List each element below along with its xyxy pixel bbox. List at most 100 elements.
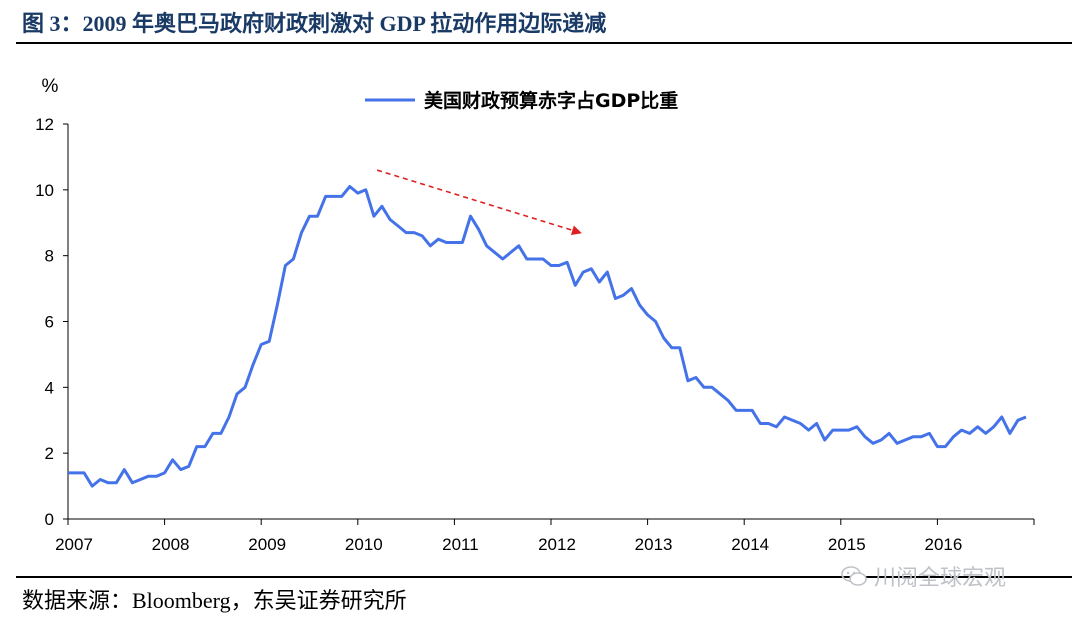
data-point bbox=[944, 445, 947, 448]
data-point bbox=[872, 442, 875, 445]
data-point bbox=[904, 439, 907, 442]
data-point bbox=[284, 264, 287, 267]
data-point bbox=[219, 432, 222, 435]
data-point bbox=[847, 429, 850, 432]
data-point bbox=[477, 228, 480, 231]
bottom-rule bbox=[16, 576, 1072, 578]
y-tick-label: 0 bbox=[45, 510, 54, 529]
data-point bbox=[485, 244, 488, 247]
data-point bbox=[397, 225, 400, 228]
data-point bbox=[195, 445, 198, 448]
data-point bbox=[606, 271, 609, 274]
data-point bbox=[252, 363, 255, 366]
data-point bbox=[791, 419, 794, 422]
data-point bbox=[179, 468, 182, 471]
data-point bbox=[501, 258, 504, 261]
series-line bbox=[68, 185, 1027, 488]
data-point bbox=[461, 241, 464, 244]
data-point bbox=[115, 481, 118, 484]
data-point bbox=[542, 258, 545, 261]
data-point bbox=[928, 432, 931, 435]
data-point bbox=[823, 439, 826, 442]
data-point bbox=[1000, 416, 1003, 419]
y-unit-label: % bbox=[42, 76, 59, 97]
data-point bbox=[211, 432, 214, 435]
data-point bbox=[453, 241, 456, 244]
x-tick-label: 2010 bbox=[345, 535, 383, 554]
data-point bbox=[445, 241, 448, 244]
watermark: 川阅全球宏观 bbox=[840, 560, 1006, 592]
data-point bbox=[380, 205, 383, 208]
data-point bbox=[405, 231, 408, 234]
data-point bbox=[646, 313, 649, 316]
x-tick-label: 2016 bbox=[924, 535, 962, 554]
data-point bbox=[702, 386, 705, 389]
data-point bbox=[888, 432, 891, 435]
data-point bbox=[292, 258, 295, 261]
data-point bbox=[727, 399, 730, 402]
data-point bbox=[598, 281, 601, 284]
data-point bbox=[863, 435, 866, 438]
legend-label: 美国财政预算赤字占GDP比重 bbox=[424, 89, 678, 112]
x-tick-label: 2012 bbox=[538, 535, 576, 554]
data-point bbox=[324, 195, 327, 198]
data-point bbox=[1025, 416, 1028, 419]
data-point bbox=[316, 215, 319, 218]
data-point bbox=[469, 215, 472, 218]
watermark-text: 川阅全球宏观 bbox=[874, 565, 1007, 590]
data-point bbox=[574, 284, 577, 287]
data-point bbox=[91, 485, 94, 488]
data-point bbox=[372, 215, 375, 218]
data-point bbox=[831, 429, 834, 432]
data-point bbox=[783, 416, 786, 419]
x-tick-label: 2013 bbox=[635, 535, 673, 554]
data-point bbox=[678, 346, 681, 349]
data-point bbox=[839, 429, 842, 432]
data-point bbox=[976, 425, 979, 428]
data-point bbox=[630, 287, 633, 290]
x-tick-label: 2015 bbox=[828, 535, 866, 554]
data-point bbox=[429, 244, 432, 247]
data-point bbox=[99, 478, 102, 481]
data-point bbox=[735, 409, 738, 412]
data-point bbox=[300, 231, 303, 234]
data-point bbox=[75, 471, 78, 474]
data-point bbox=[743, 409, 746, 412]
data-point bbox=[920, 435, 923, 438]
data-point bbox=[767, 422, 770, 425]
data-point bbox=[364, 188, 367, 191]
data-point bbox=[952, 435, 955, 438]
data-point bbox=[268, 340, 271, 343]
chart-title: 图 3：2009 年奥巴马政府财政刺激对 GDP 拉动作用边际递减 bbox=[22, 11, 607, 36]
data-point bbox=[228, 416, 231, 419]
data-point bbox=[1008, 432, 1011, 435]
data-point bbox=[332, 195, 335, 198]
data-point bbox=[348, 185, 351, 188]
trend-arrow bbox=[376, 169, 582, 236]
data-point bbox=[582, 271, 585, 274]
x-tick-label: 2014 bbox=[731, 535, 769, 554]
data-point bbox=[566, 261, 569, 264]
x-tick-label: 2007 bbox=[55, 535, 93, 554]
data-point bbox=[276, 304, 279, 307]
data-point bbox=[992, 425, 995, 428]
y-tick-label: 8 bbox=[45, 247, 54, 266]
data-point bbox=[308, 215, 311, 218]
data-point bbox=[260, 343, 263, 346]
data-point bbox=[968, 432, 971, 435]
data-point bbox=[123, 468, 126, 471]
data-point bbox=[517, 244, 520, 247]
y-tick-label: 10 bbox=[35, 181, 54, 200]
data-point bbox=[815, 422, 818, 425]
data-point bbox=[203, 445, 206, 448]
data-point bbox=[340, 195, 343, 198]
source-note: 数据来源：Bloomberg，东吴证券研究所 bbox=[22, 588, 407, 613]
data-point bbox=[187, 465, 190, 468]
data-point bbox=[155, 475, 158, 478]
data-point bbox=[131, 481, 134, 484]
x-tick-label: 2008 bbox=[152, 535, 190, 554]
chart-axes: 0 2 4 6 8 10 12% 2007 2008 2009 2010 2011 2012 2013 20… bbox=[35, 76, 1035, 554]
y-tick-label: 12 bbox=[35, 115, 54, 134]
data-point bbox=[614, 297, 617, 300]
data-point bbox=[236, 392, 239, 395]
